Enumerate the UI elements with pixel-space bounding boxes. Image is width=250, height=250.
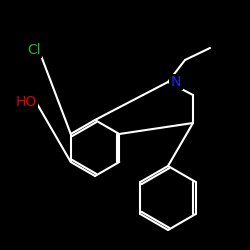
Text: Cl: Cl: [27, 43, 41, 57]
Text: N: N: [171, 75, 181, 89]
Text: HO: HO: [16, 95, 36, 109]
